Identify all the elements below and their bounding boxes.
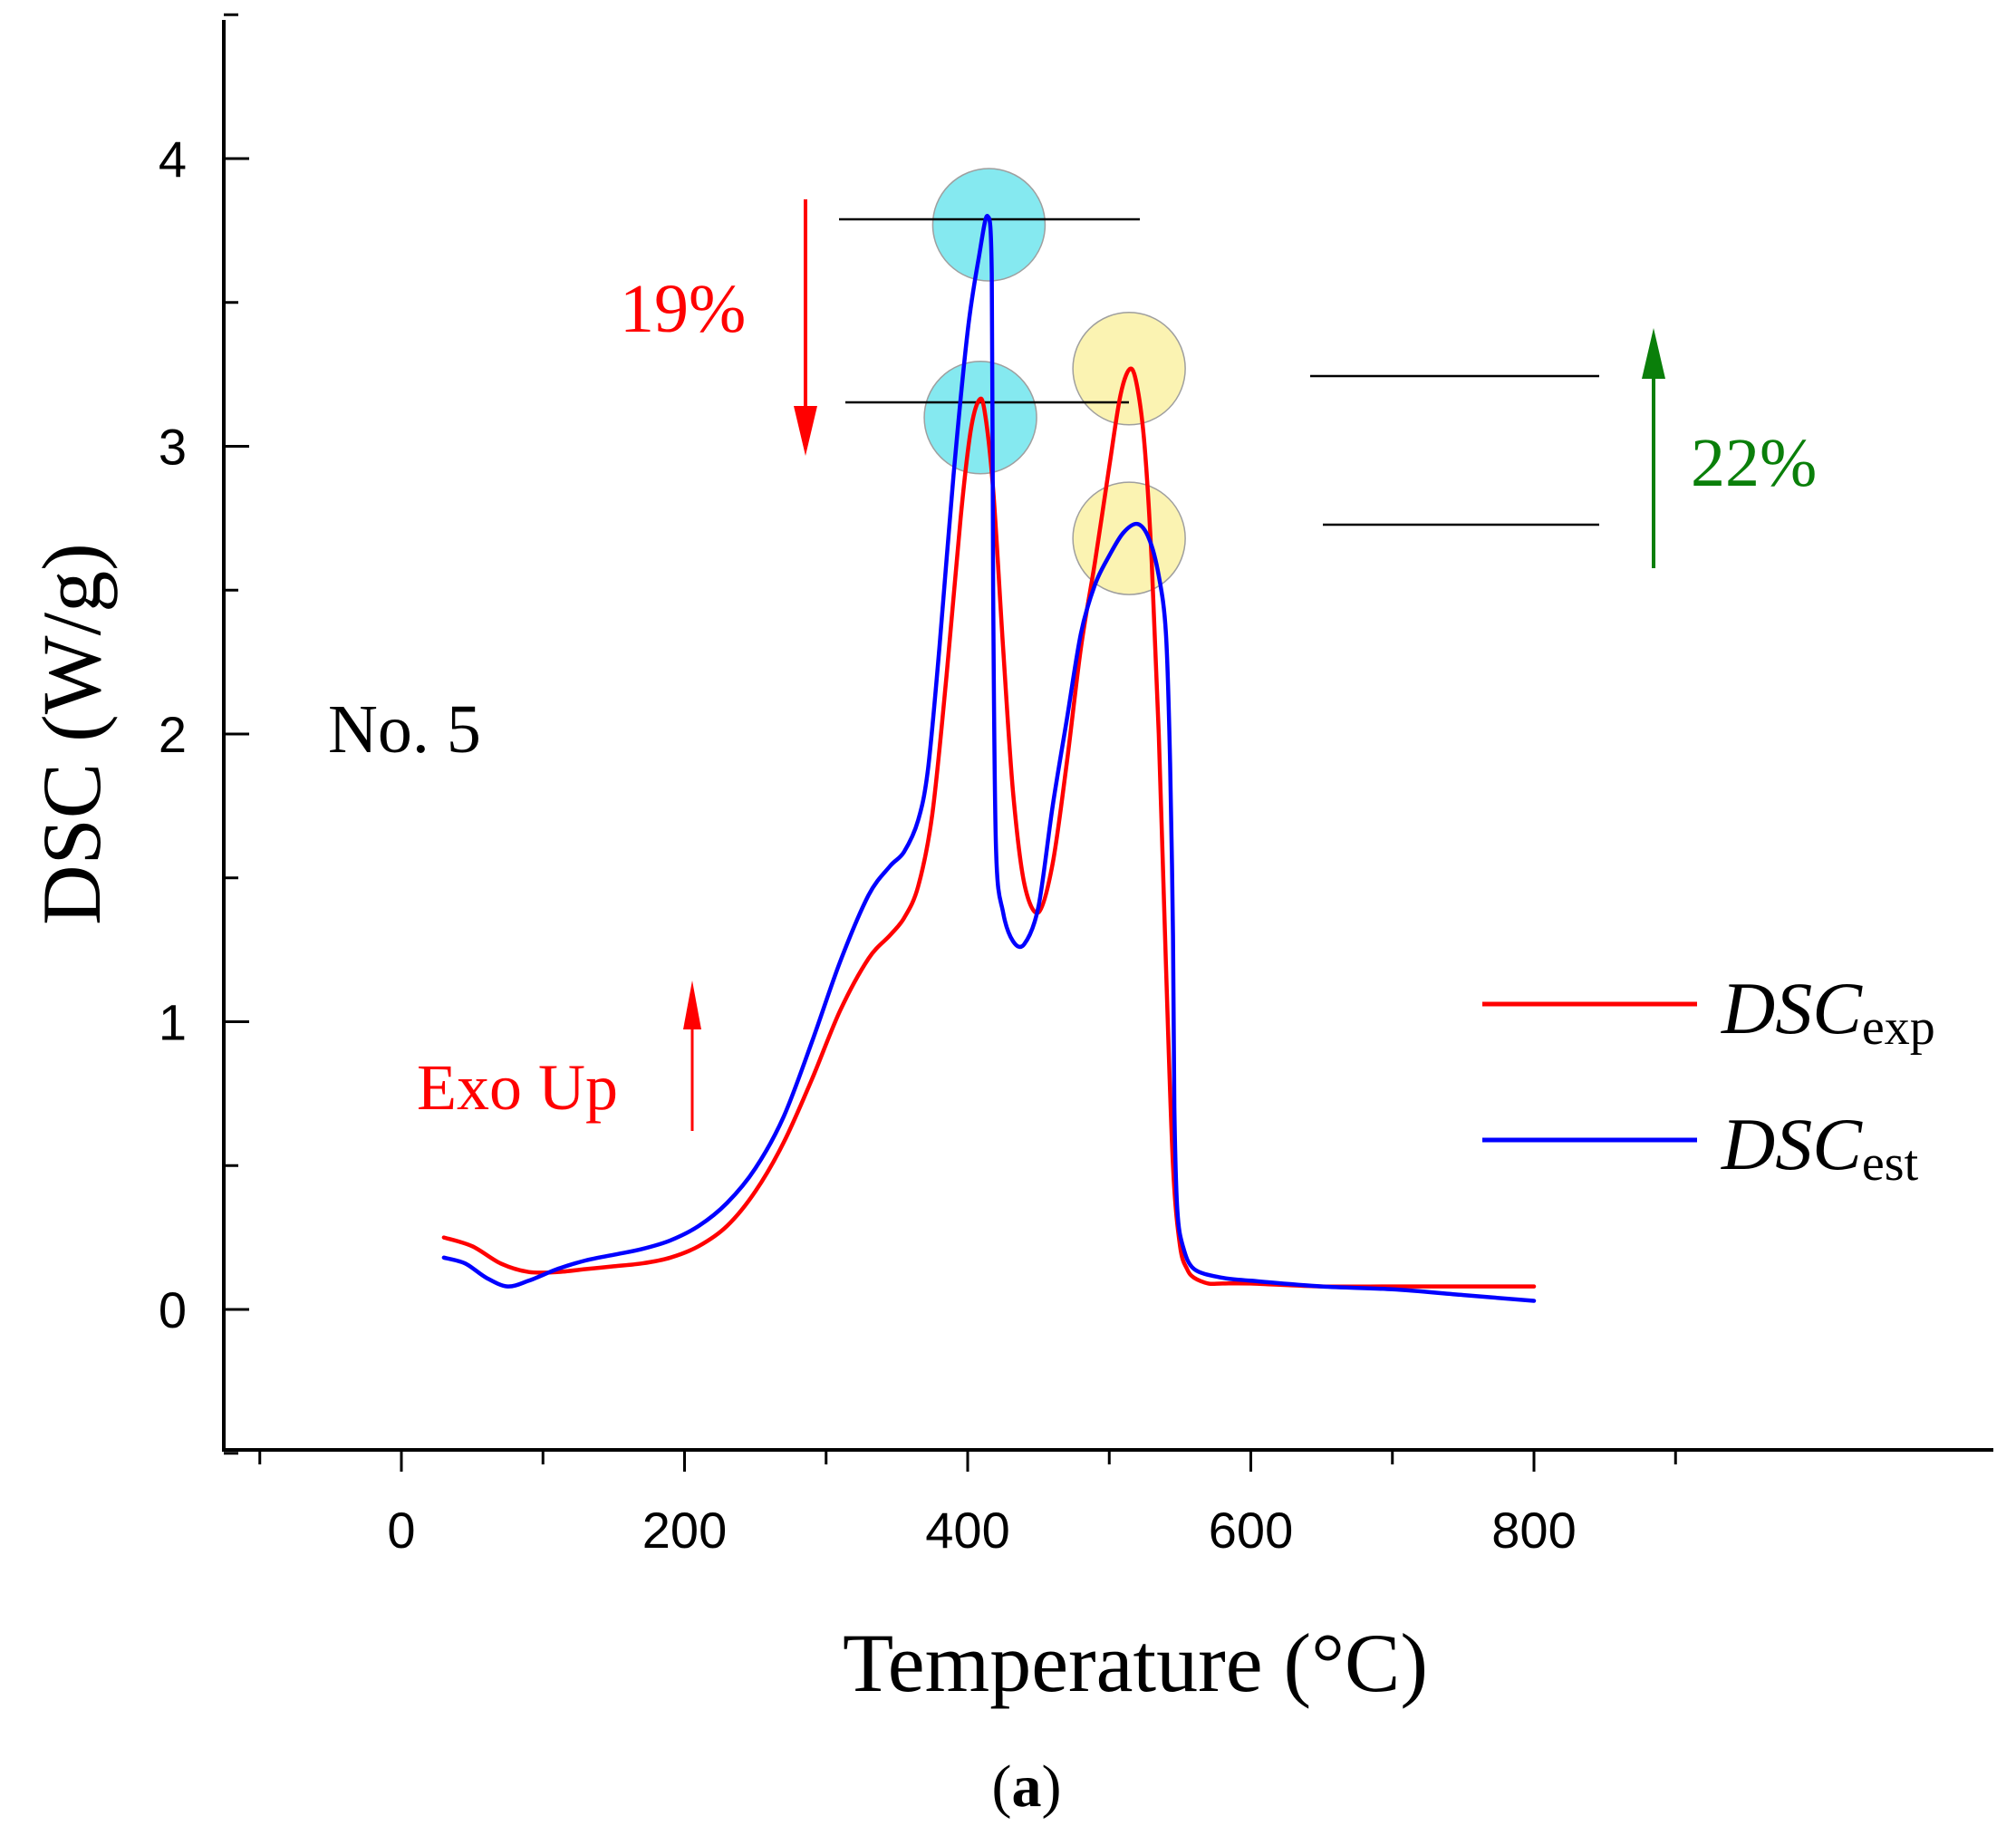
annotation-19pct: 19% <box>620 271 746 347</box>
y-tick-label: 1 <box>159 994 187 1051</box>
x-ticks: 0 200 400 600 800 <box>258 1450 1677 1559</box>
x-tick-label: 0 <box>387 1502 415 1559</box>
decrease-arrow <box>794 199 817 456</box>
y-tick-label: 3 <box>159 419 187 476</box>
series-line-est <box>441 214 1537 1303</box>
legend-label-exp: DSCexp <box>1721 967 1935 1056</box>
exo-up-arrow <box>683 980 701 1131</box>
series-line-exp <box>441 366 1537 1290</box>
y-tick-label: 4 <box>159 130 187 188</box>
increase-arrow <box>1642 328 1665 568</box>
x-tick-label: 600 <box>1209 1502 1293 1559</box>
annotation-22pct: 22% <box>1691 425 1817 501</box>
peak-marker-2 <box>923 361 1037 475</box>
y-axis-title: DSC (W/g) <box>25 543 118 925</box>
x-tick-label: 400 <box>925 1502 1009 1559</box>
panel-label: (a) <box>992 1753 1062 1820</box>
y-tick-label: 2 <box>159 706 187 763</box>
x-tick-label: 800 <box>1491 1502 1576 1559</box>
y-tick-label: 0 <box>159 1281 187 1338</box>
peak-marker-4 <box>1072 481 1186 595</box>
x-tick-label: 200 <box>642 1502 727 1559</box>
series-lines <box>441 214 1537 1303</box>
sample-label: No. 5 <box>328 691 481 768</box>
y-ticks: 0 1 2 3 4 <box>159 13 249 1455</box>
legend-label-est: DSCest <box>1721 1103 1919 1192</box>
legend: DSCexp DSCest <box>1482 967 1935 1192</box>
annotation-exo-up: Exo Up <box>417 1051 618 1124</box>
x-axis-title: Temperature (°C) <box>843 1617 1428 1709</box>
